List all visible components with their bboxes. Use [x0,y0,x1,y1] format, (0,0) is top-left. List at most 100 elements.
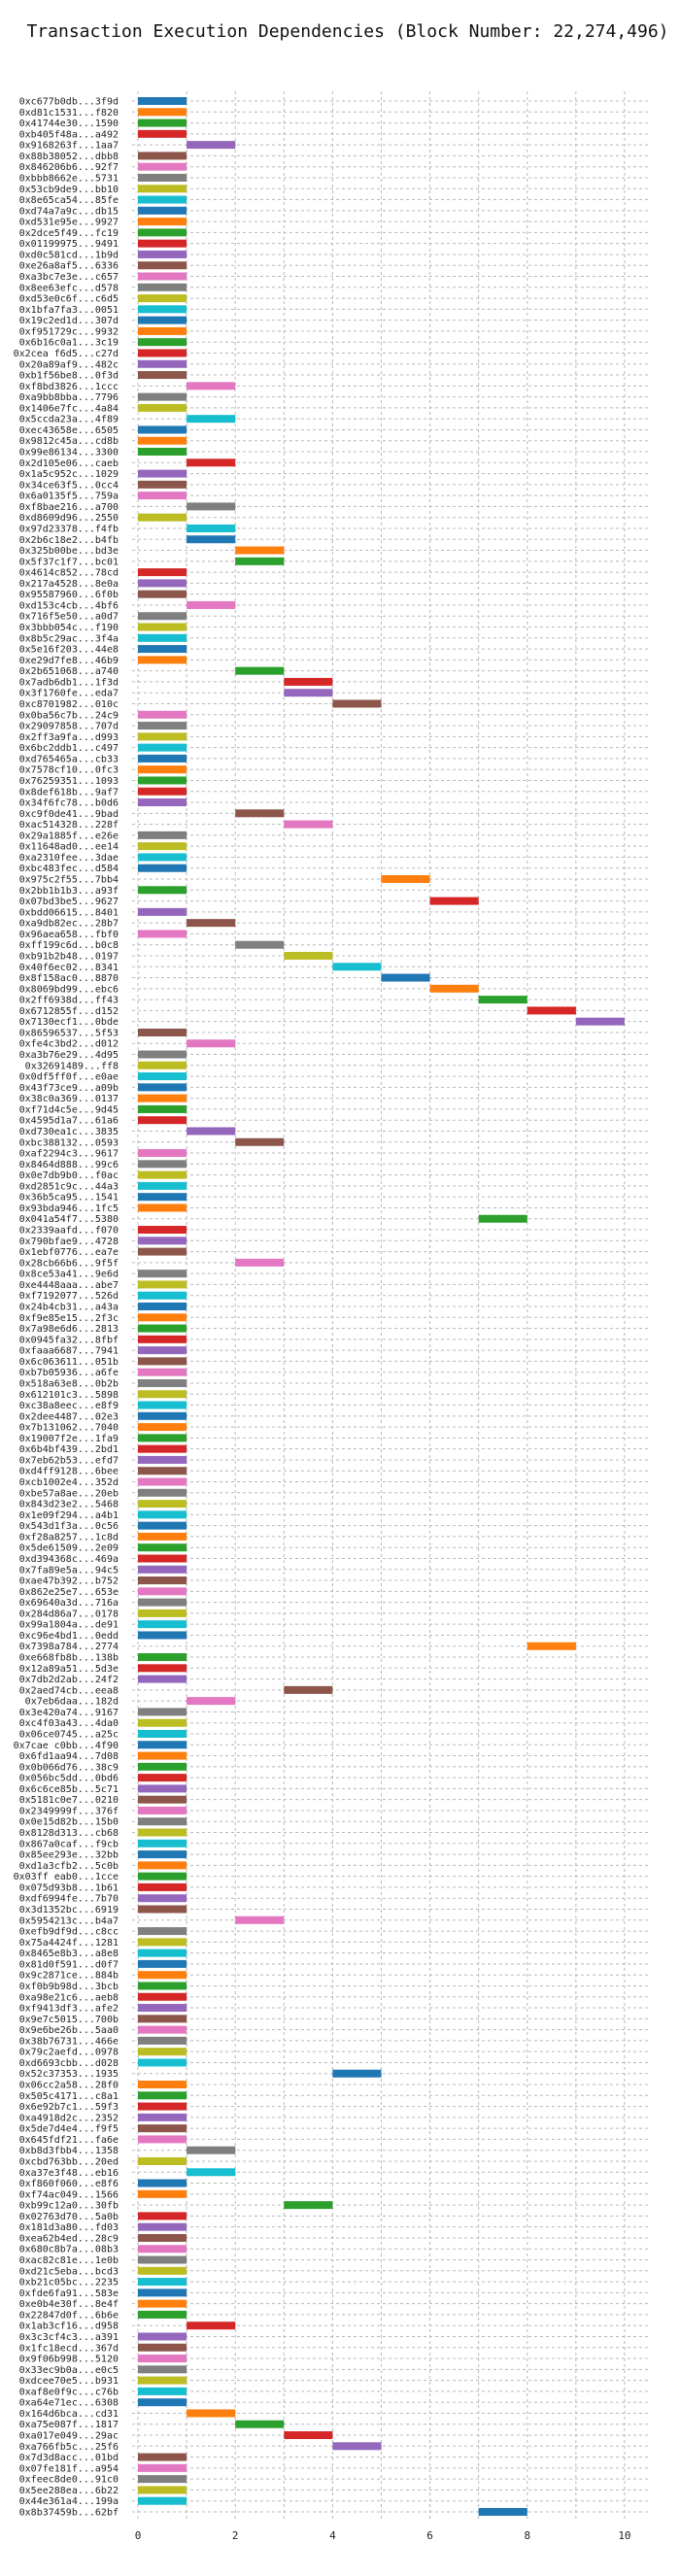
dependency-bar [235,1915,285,1924]
dependency-bar [138,1631,187,1640]
dependency-bar [138,1806,187,1814]
dependency-bar [138,1203,187,1212]
dependency-bar [138,228,187,237]
y-tick-label: 0xfaaa6687...7941 [19,1346,119,1357]
dependency-bar [138,2475,187,2484]
dependency-bar [381,973,430,982]
dependency-bar [138,590,187,598]
dependency-bar [138,1357,187,1366]
dependency-bar [138,2156,187,2165]
dependency-bar [187,382,236,390]
y-tick-label: 0xac514328...228f [19,820,119,830]
dependency-bar [187,1039,236,1048]
dependency-bar [138,656,187,664]
y-tick-label: 0xd153c4cb...4bf6 [19,600,119,611]
dependency-bar [138,480,187,489]
dependency-bar [187,415,236,424]
dependency-bar [138,1992,187,2001]
y-tick-label: 0x2dee4487...02e3 [19,1411,119,1422]
y-tick-label: 0x1406e7fc...4a84 [19,403,119,414]
y-tick-label: 0xb91b2b48...0197 [19,951,119,962]
dependency-bar [138,1280,187,1289]
y-tick-label: 0x76259351...1093 [19,776,119,787]
dependency-bar [478,996,527,1004]
y-tick-label: 0xc38a8eec...e8f9 [19,1401,119,1411]
y-tick-label: 0x88b38052...dbb8 [19,152,119,162]
y-tick-label: 0xe26a8af5...6336 [19,261,119,272]
dependency-bar [138,1291,187,1300]
dependency-bar [138,1368,187,1376]
y-tick-label: 0xd730ea1c...3835 [19,1127,119,1137]
dependency-bar [138,830,187,839]
dependency-bar [235,1137,285,1146]
y-tick-label: 0x1a5c952c...1029 [19,469,119,480]
y-tick-label: 0x2339aafd...f070 [19,1226,119,1237]
y-tick-label: 0x716f5e50...a0d7 [19,612,119,623]
dependency-bar [138,1094,187,1102]
dependency-bar [138,1411,187,1420]
dependency-bar [138,568,187,577]
y-tick-label: 0x96aea658...fbf0 [19,930,119,940]
dependency-bar [138,2189,187,2198]
dependency-bar [235,557,285,565]
y-tick-label: 0x5181c0e7...0210 [19,1795,119,1806]
dependency-bar [332,2069,382,2078]
dependency-bar [284,1685,333,1694]
dependency-bar [138,1378,187,1387]
dependency-bar [138,2025,187,2034]
dependency-bar [187,141,236,150]
y-tick-label: 0x5de61509...2e09 [19,1543,119,1554]
dependency-bar [138,1477,187,1486]
y-tick-label: 0x975c2f55...7bb4 [19,875,119,886]
dependency-bar [138,1795,187,1804]
dependency-bar [284,2431,333,2440]
y-tick-label: 0xdcee70e5...b931 [19,2376,119,2387]
y-tick-label: 0x3f1760fe...eda7 [19,689,119,699]
y-tick-label: 0x99e86134...3300 [19,448,119,458]
y-tick-label: 0xb8d3fbb4...1358 [19,2146,119,2156]
dependency-bar [138,1116,187,1125]
y-tick-label: 0x1bfa7fa3...0051 [19,305,119,316]
y-tick-label: 0xd0c581cd...1b9d [19,250,119,260]
dependency-bar [138,513,187,522]
dependency-bar [138,283,187,291]
y-tick-label: 0xc9f0de41...9bad [19,809,119,820]
y-tick-label: 0x7cae c0bb...4f90 [14,1741,119,1751]
y-tick-label: 0x3c3cf4c3...a391 [19,2332,119,2343]
y-tick-label: 0x8f158ac0...8870 [19,973,119,984]
dependency-bar [138,152,187,160]
y-tick-label: 0x7db2d2ab...24f2 [19,1675,119,1685]
dependency-bar [138,1050,187,1059]
y-tick-label: 0xf74ac049...1566 [19,2189,119,2200]
dependency-bar [138,218,187,226]
y-tick-label: 0x1e09f294...a4b1 [19,1510,119,1521]
dependency-bar [138,162,187,171]
y-tick-label: 0x7eb6daa...182d [25,1697,119,1708]
y-tick-label: 0xd4ff9128...6bee [19,1467,119,1477]
y-tick-label: 0x03ff eab0...1cce [14,1872,119,1882]
y-tick-label: 0x2bb1b1b3...a93f [19,886,119,897]
x-tick-labels: 0 2 4 6 8 10 [135,2529,631,2542]
dependency-bar [284,951,333,960]
y-tick-label: 0x86596537...5f53 [19,1028,119,1038]
y-tick-label: 0x28cb66b6...9f5f [19,1258,119,1269]
y-tick-label: 0x0945fa32...8fbf [19,1335,119,1345]
y-tick-label: 0xea62b4ed...28c9 [19,2233,119,2244]
y-tick-label: 0xd8609d96...2550 [19,513,119,524]
y-tick-label: 0xe668fb8b...138b [19,1653,119,1664]
dependency-bar [138,2233,187,2242]
dependency-bar [138,2365,187,2374]
dependency-bar [284,689,333,697]
dependency-bar [138,1718,187,1727]
y-tick-label: 0xf9413df3...afe2 [19,2004,119,2015]
dependency-bar [138,1774,187,1782]
dependency-bar [235,940,285,949]
y-tick-label: 0x52c37353...1935 [19,2069,119,2080]
y-tick-label: 0x0ba56c7b...24c9 [19,710,119,721]
dependency-bar [429,984,479,993]
dependency-bar [138,1927,187,1936]
dependency-bar [138,1882,187,1891]
dependency-bar [138,1971,187,1980]
dependency-bar [138,261,187,270]
y-tick-label: 0xff199c6d...b0c8 [19,940,119,951]
